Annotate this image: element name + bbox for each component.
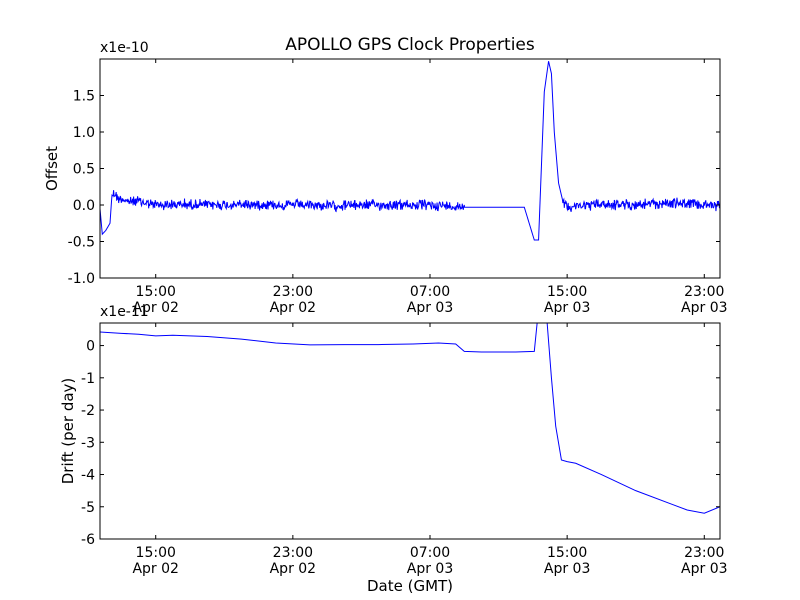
- y-axis-label: Drift (per day): [59, 378, 77, 485]
- y-tick-label: -6: [81, 532, 95, 548]
- x-tick-label: Apr 02: [270, 561, 316, 577]
- y-offset-text: x1e-11: [100, 304, 149, 320]
- y-tick-label: -0.5: [68, 235, 95, 251]
- x-tick-label: 07:00: [410, 284, 450, 300]
- y-tick-label: 1.0: [73, 125, 95, 141]
- x-tick-label: Apr 02: [270, 300, 316, 316]
- y-tick-label: -5: [81, 500, 95, 516]
- x-tick-label: 15:00: [136, 284, 176, 300]
- x-tick-label: Apr 03: [544, 561, 590, 577]
- y-tick-label: 1.5: [73, 89, 95, 105]
- y-axis-label: Offset: [43, 146, 61, 191]
- x-tick-label: 15:00: [547, 284, 587, 300]
- x-tick-label: 23:00: [684, 284, 724, 300]
- x-tick-label: Apr 03: [544, 300, 590, 316]
- x-tick-label: Apr 03: [681, 561, 727, 577]
- y-tick-label: -1.0: [68, 271, 95, 287]
- x-tick-label: 23:00: [273, 284, 313, 300]
- y-offset-text: x1e-10: [100, 40, 149, 56]
- y-tick-label: -2: [81, 403, 95, 419]
- x-tick-label: 15:00: [136, 545, 176, 561]
- x-tick-label: 23:00: [684, 545, 724, 561]
- y-tick-label: 0: [86, 339, 95, 355]
- y-tick-label: -3: [81, 435, 95, 451]
- y-tick-label: 0.0: [73, 198, 95, 214]
- x-axis-label: Date (GMT): [367, 577, 453, 595]
- y-tick-label: 0.5: [73, 162, 95, 178]
- x-tick-label: Apr 03: [681, 300, 727, 316]
- series-line: [100, 61, 720, 241]
- series-line: [100, 323, 720, 514]
- x-tick-label: Apr 03: [407, 300, 453, 316]
- x-tick-label: Apr 02: [132, 561, 178, 577]
- x-tick-label: 07:00: [410, 545, 450, 561]
- x-tick-label: Apr 02: [132, 300, 178, 316]
- x-tick-label: Apr 03: [407, 561, 453, 577]
- x-tick-label: 15:00: [547, 545, 587, 561]
- y-tick-label: -4: [81, 468, 95, 484]
- y-tick-label: -1: [81, 371, 95, 387]
- x-tick-label: 23:00: [273, 545, 313, 561]
- plot-frame: [99, 322, 721, 540]
- chart-title: APOLLO GPS Clock Properties: [285, 35, 535, 55]
